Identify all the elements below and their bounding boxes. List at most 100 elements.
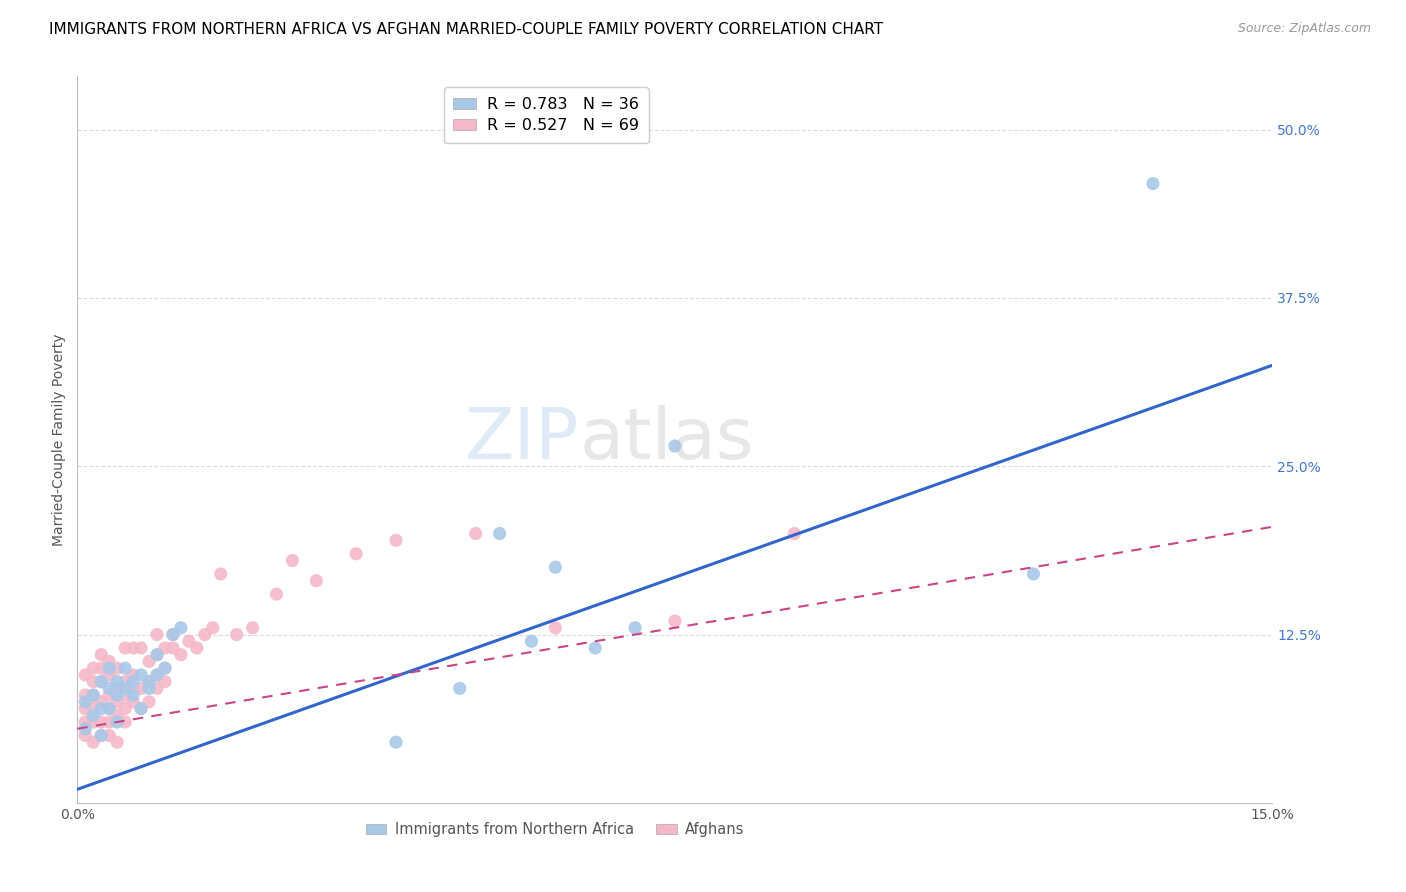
Point <box>122 640 145 655</box>
Text: Source: ZipAtlas.com: Source: ZipAtlas.com <box>1237 22 1371 36</box>
Point <box>90 714 112 729</box>
Point <box>82 708 104 723</box>
Text: atlas: atlas <box>579 405 754 474</box>
Point <box>98 681 121 696</box>
Point <box>105 661 128 675</box>
Point <box>90 648 112 662</box>
Point <box>129 701 152 715</box>
Point <box>129 701 152 715</box>
Point <box>122 695 145 709</box>
Point <box>114 688 136 702</box>
Point <box>75 729 97 743</box>
Point <box>98 729 121 743</box>
Point <box>194 627 217 641</box>
Point <box>1022 566 1045 581</box>
Point <box>82 688 104 702</box>
Point <box>82 674 104 689</box>
Point <box>170 621 193 635</box>
Point <box>114 714 136 729</box>
Point <box>105 681 128 696</box>
Point <box>82 661 104 675</box>
Point <box>114 701 136 715</box>
Point <box>98 655 121 669</box>
Point <box>225 627 247 641</box>
Point <box>138 655 160 669</box>
Point <box>449 681 471 696</box>
Point <box>122 668 145 682</box>
Point <box>583 640 606 655</box>
Point <box>105 688 128 702</box>
Point <box>129 640 152 655</box>
Point <box>464 526 486 541</box>
Point <box>281 553 304 567</box>
Point <box>82 701 104 715</box>
Point <box>146 668 169 682</box>
Point <box>153 674 176 689</box>
Point <box>98 668 121 682</box>
Point <box>153 640 176 655</box>
Point <box>98 701 121 715</box>
Point <box>105 714 128 729</box>
Point <box>105 708 128 723</box>
Point <box>177 634 200 648</box>
Point <box>90 674 112 689</box>
Point <box>75 668 97 682</box>
Point <box>153 661 176 675</box>
Point <box>186 640 208 655</box>
Point <box>1142 177 1164 191</box>
Text: IMMIGRANTS FROM NORTHERN AFRICA VS AFGHAN MARRIED-COUPLE FAMILY POVERTY CORRELAT: IMMIGRANTS FROM NORTHERN AFRICA VS AFGHA… <box>49 22 883 37</box>
Point <box>90 729 112 743</box>
Point <box>90 729 112 743</box>
Point <box>114 640 136 655</box>
Point <box>75 695 97 709</box>
Point <box>90 701 112 715</box>
Point <box>75 722 97 736</box>
Point <box>129 681 152 696</box>
Point <box>105 735 128 749</box>
Point <box>162 640 184 655</box>
Point <box>146 627 169 641</box>
Point <box>624 621 647 635</box>
Point <box>242 621 264 635</box>
Point <box>82 714 104 729</box>
Point <box>98 714 121 729</box>
Point <box>146 648 169 662</box>
Point <box>90 695 112 709</box>
Point <box>90 674 112 689</box>
Legend: Immigrants from Northern Africa, Afghans: Immigrants from Northern Africa, Afghans <box>360 816 751 843</box>
Point <box>82 688 104 702</box>
Point <box>138 681 160 696</box>
Point <box>385 533 408 548</box>
Point <box>105 674 128 689</box>
Text: ZIP: ZIP <box>465 405 579 474</box>
Point <box>385 735 408 749</box>
Point <box>664 439 686 453</box>
Point <box>129 668 152 682</box>
Point <box>344 547 367 561</box>
Point <box>90 661 112 675</box>
Y-axis label: Married-Couple Family Poverty: Married-Couple Family Poverty <box>52 333 66 546</box>
Point <box>75 701 97 715</box>
Point <box>146 668 169 682</box>
Point <box>138 674 160 689</box>
Point <box>146 681 169 696</box>
Point <box>209 566 232 581</box>
Point <box>75 714 97 729</box>
Point <box>98 701 121 715</box>
Point <box>114 674 136 689</box>
Point <box>162 627 184 641</box>
Point <box>98 688 121 702</box>
Point <box>138 674 160 689</box>
Point <box>138 695 160 709</box>
Point <box>105 695 128 709</box>
Point <box>520 634 543 648</box>
Point <box>488 526 510 541</box>
Point <box>82 735 104 749</box>
Point <box>544 621 567 635</box>
Point <box>75 688 97 702</box>
Point <box>544 560 567 574</box>
Point <box>170 648 193 662</box>
Point <box>201 621 224 635</box>
Point <box>114 681 136 696</box>
Point <box>266 587 288 601</box>
